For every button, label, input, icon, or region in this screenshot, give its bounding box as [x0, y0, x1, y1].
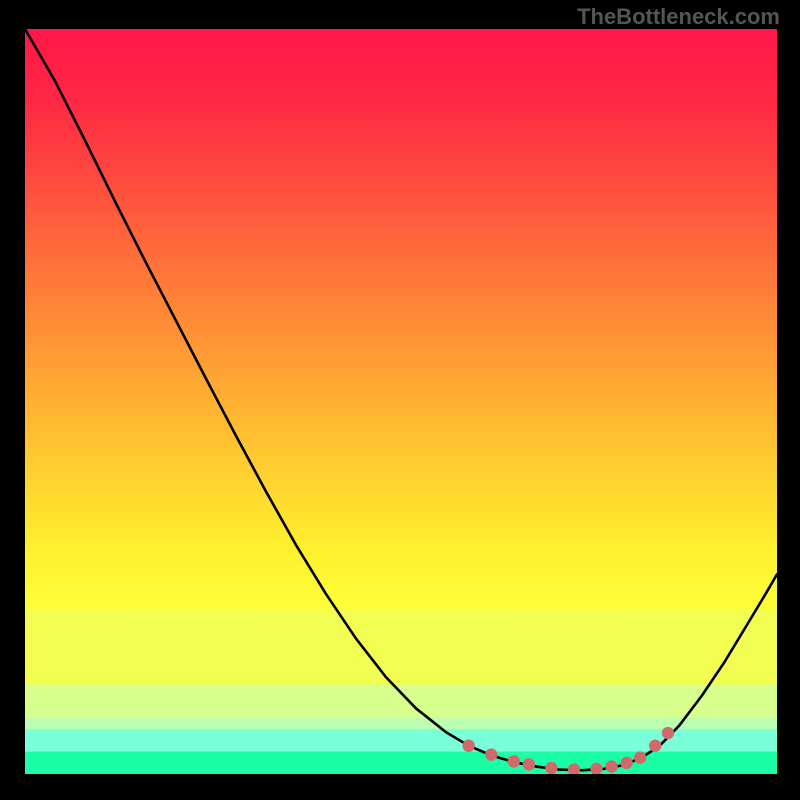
optimal-marker-dot [462, 739, 474, 751]
optimal-marker-dot [545, 762, 557, 774]
optimal-marker-dot [605, 760, 617, 772]
optimal-marker-dot [634, 751, 646, 763]
plot-area [25, 29, 777, 774]
gradient-background [25, 29, 777, 774]
optimal-marker-dot [649, 739, 661, 751]
optimal-marker-dot [523, 758, 535, 770]
chart-frame: TheBottleneck.com [0, 0, 800, 800]
optimal-marker-dot [485, 748, 497, 760]
optimal-marker-dot [662, 727, 674, 739]
optimal-marker-dot [620, 757, 632, 769]
watermark-label: TheBottleneck.com [577, 4, 780, 30]
bottleneck-curve-chart [25, 29, 777, 774]
optimal-marker-dot [508, 755, 520, 767]
